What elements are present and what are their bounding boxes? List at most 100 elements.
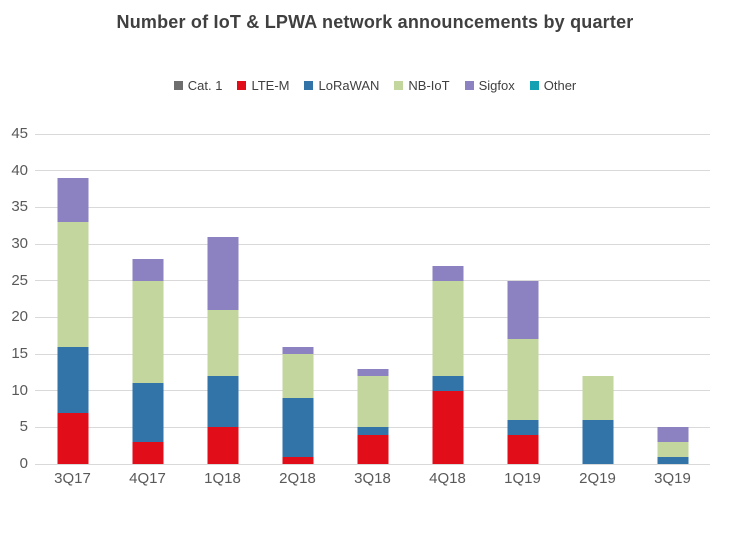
y-axis-tick-5: 5 (19, 418, 28, 436)
gridline-15 (35, 353, 710, 355)
x-axis-tick-2q18: 2Q18 (279, 470, 316, 487)
bar-segment-1q19-lte-m (507, 434, 538, 464)
legend-label: LoRaWAN (318, 78, 380, 93)
x-axis-tick-1q19: 1Q19 (504, 470, 541, 487)
bar-segment-1q18-lorawan (207, 376, 238, 428)
bar-3q19 (657, 427, 688, 464)
bar-2q18 (282, 346, 313, 464)
x-axis-tick-3q19: 3Q19 (654, 470, 691, 487)
bar-segment-4q17-nb-iot (132, 280, 163, 384)
gridline-25 (35, 280, 710, 282)
bar-slot-3q19 (635, 134, 710, 464)
bar-segment-1q18-lte-m (207, 427, 238, 464)
bar-segment-4q18-lorawan (432, 376, 463, 391)
legend-label: Sigfox (478, 78, 515, 93)
bar-segment-2q19-lorawan (582, 420, 613, 464)
bar-segment-3q18-nb-iot (357, 376, 388, 428)
legend-label: Other (543, 78, 577, 93)
x-axis-tick-4q18: 4Q18 (429, 470, 466, 487)
x-axis-tick-1q18: 1Q18 (204, 470, 241, 487)
y-axis-tick-10: 10 (11, 381, 28, 399)
y-axis-tick-15: 15 (11, 345, 28, 362)
bar-segment-4q18-lte-m (432, 390, 463, 464)
legend-label: LTE-M (251, 78, 290, 93)
x-axis-tick-3q18: 3Q18 (354, 470, 391, 487)
legend-item-sigfox: Sigfox (464, 78, 515, 93)
y-axis-tick-45: 45 (11, 125, 28, 142)
x-axis-tick-4q17: 4Q17 (129, 470, 166, 487)
legend-swatch-icon (529, 81, 539, 90)
bar-segment-3q18-sigfox (357, 368, 388, 377)
bar-segment-3q19-lorawan (657, 456, 688, 464)
bar-segment-4q17-sigfox (132, 258, 163, 281)
gridline-30 (35, 243, 710, 245)
bar-3q18 (357, 368, 388, 464)
bar-segment-2q18-nb-iot (282, 354, 313, 399)
y-axis-tick-25: 25 (11, 271, 28, 289)
bar-segment-3q17-lte-m (57, 412, 88, 464)
legend-swatch-icon (173, 81, 183, 90)
bar-segment-2q18-sigfox (282, 346, 313, 355)
bar-slot-3q18 (335, 134, 410, 464)
bar-segment-3q17-sigfox (57, 178, 88, 223)
bar-slot-4q18 (410, 134, 485, 464)
legend-swatch-icon (394, 81, 404, 90)
y-axis-tick-0: 0 (19, 455, 28, 472)
bar-segment-4q18-sigfox (432, 266, 463, 281)
y-axis-tick-40: 40 (11, 161, 28, 179)
bar-slot-2q18 (260, 134, 335, 464)
y-axis-tick-20: 20 (11, 308, 28, 326)
x-axis-tick-3q17: 3Q17 (54, 470, 91, 487)
gridline-0 (35, 463, 710, 465)
chart-title: Number of IoT & LPWA network announcemen… (116, 12, 634, 32)
bar-4q18 (432, 266, 463, 464)
bar-1q19 (507, 280, 538, 464)
bar-segment-2q18-lorawan (282, 398, 313, 457)
bar-segment-3q18-lte-m (357, 434, 388, 464)
legend-swatch-icon (237, 81, 247, 90)
bar-segment-4q17-lte-m (132, 442, 163, 464)
legend-swatch-icon (304, 81, 314, 90)
bar-segment-4q18-nb-iot (432, 280, 463, 377)
bar-segment-2q18-lte-m (282, 456, 313, 464)
bar-segment-3q17-lorawan (57, 346, 88, 413)
bar-slot-1q18 (185, 134, 260, 464)
bar-segment-3q19-sigfox (657, 427, 688, 443)
gridline-40 (35, 170, 710, 172)
bar-segment-1q18-sigfox (207, 236, 238, 311)
legend-item-nb-iot: NB-IoT (394, 78, 450, 93)
bar-segment-3q17-nb-iot (57, 222, 88, 347)
plot-area: 0 5 10 15 20 25 30 35 40 45 (11, 125, 710, 472)
legend-item-lorawan: LoRaWAN (304, 78, 379, 93)
bar-segment-3q19-nb-iot (657, 442, 688, 457)
legend-item-cat-1: Cat. 1 (173, 78, 222, 93)
bars-container (35, 134, 710, 464)
gridline-35 (35, 206, 710, 208)
y-axis-tick-35: 35 (11, 198, 28, 216)
bar-segment-2q19-nb-iot (582, 376, 613, 420)
bar-2q19 (582, 376, 613, 464)
gridline-45 (35, 133, 710, 135)
chart-legend: Cat. 1 LTE-M LoRaWAN NB-IoT Sigfox Other (0, 78, 750, 93)
bar-slot-2q19 (560, 134, 635, 464)
bar-4q17 (132, 258, 163, 464)
bar-segment-1q19-sigfox (507, 280, 538, 340)
x-axis-labels: 3Q17 4Q17 1Q18 2Q18 3Q18 4Q18 1Q19 2Q19 3Q19 (35, 470, 710, 487)
bar-slot-1q19 (485, 134, 560, 464)
bar-segment-4q17-lorawan (132, 383, 163, 442)
legend-item-other: Other (529, 78, 577, 93)
bar-1q18 (207, 236, 238, 464)
bar-segment-1q19-lorawan (507, 420, 538, 435)
bar-slot-3q17 (35, 134, 110, 464)
bar-segment-1q19-nb-iot (507, 339, 538, 421)
bar-3q17 (57, 178, 88, 464)
gridline-20 (35, 316, 710, 318)
x-axis-tick-2q19: 2Q19 (579, 470, 616, 487)
legend-swatch-icon (464, 81, 474, 90)
legend-item-lte-m: LTE-M (237, 78, 289, 93)
legend-label: NB-IoT (408, 78, 450, 93)
bar-segment-1q18-nb-iot (207, 310, 238, 377)
y-axis-tick-30: 30 (11, 235, 28, 252)
bar-segment-3q18-lorawan (357, 427, 388, 435)
